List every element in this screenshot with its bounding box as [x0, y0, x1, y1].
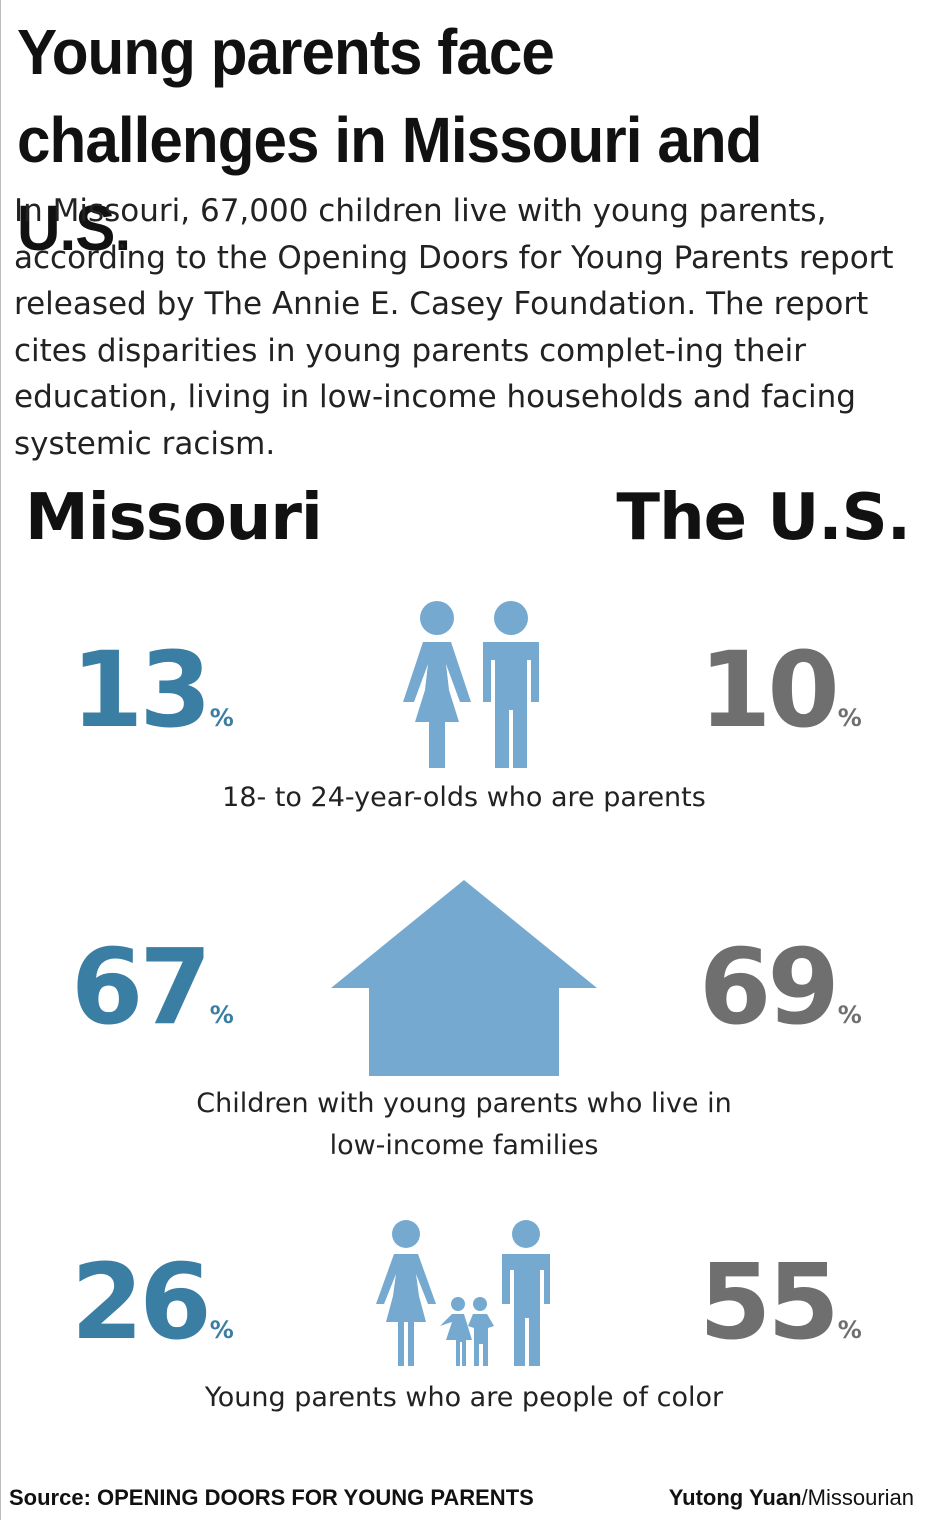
unit-label: %	[209, 1001, 234, 1029]
house-icon	[331, 880, 597, 1076]
value-label: 69	[699, 926, 840, 1048]
unit-label: %	[837, 704, 862, 732]
page-title: Young parents face challenges in Missour…	[17, 16, 762, 264]
value-label: 13	[71, 629, 212, 751]
us-column-heading: The U.S.	[616, 481, 911, 555]
missouri-value-low-income: 67%	[71, 935, 234, 1067]
unit-label: %	[209, 1316, 234, 1344]
unit-label: %	[837, 1316, 862, 1344]
unit-label: %	[837, 1001, 862, 1029]
us-value-parents: 10%	[699, 638, 862, 770]
missouri-column-heading: Missouri	[25, 481, 323, 555]
value-label: 67	[71, 926, 212, 1048]
caption-people-of-color: Young parents who are people of color	[204, 1382, 724, 1413]
missouri-value-people-of-color: 26%	[71, 1250, 234, 1382]
family-icon	[376, 1220, 550, 1366]
caption-low-income: Children with young parents who live in …	[196, 1088, 732, 1161]
credit-line: Yutong Yuan/Missourian	[669, 1484, 914, 1512]
credit-org: /Missourian	[801, 1485, 914, 1510]
value-label: 26	[71, 1241, 212, 1363]
caption-parents: 18- to 24-year-olds who are parents	[222, 782, 706, 813]
us-value-people-of-color: 55%	[699, 1250, 862, 1382]
credit-name: Yutong Yuan	[668, 1485, 802, 1510]
value-label: 55	[699, 1241, 840, 1363]
value-label: 10	[699, 629, 840, 751]
intro-text: In Missouri, 67,000 children live with y…	[14, 193, 894, 462]
unit-label: %	[209, 704, 234, 732]
missouri-value-parents: 13%	[71, 638, 234, 770]
source-note: Source: OPENING DOORS FOR YOUNG PARENTS	[9, 1485, 534, 1510]
two-adults-icon	[403, 601, 539, 768]
us-value-low-income: 69%	[699, 935, 862, 1067]
